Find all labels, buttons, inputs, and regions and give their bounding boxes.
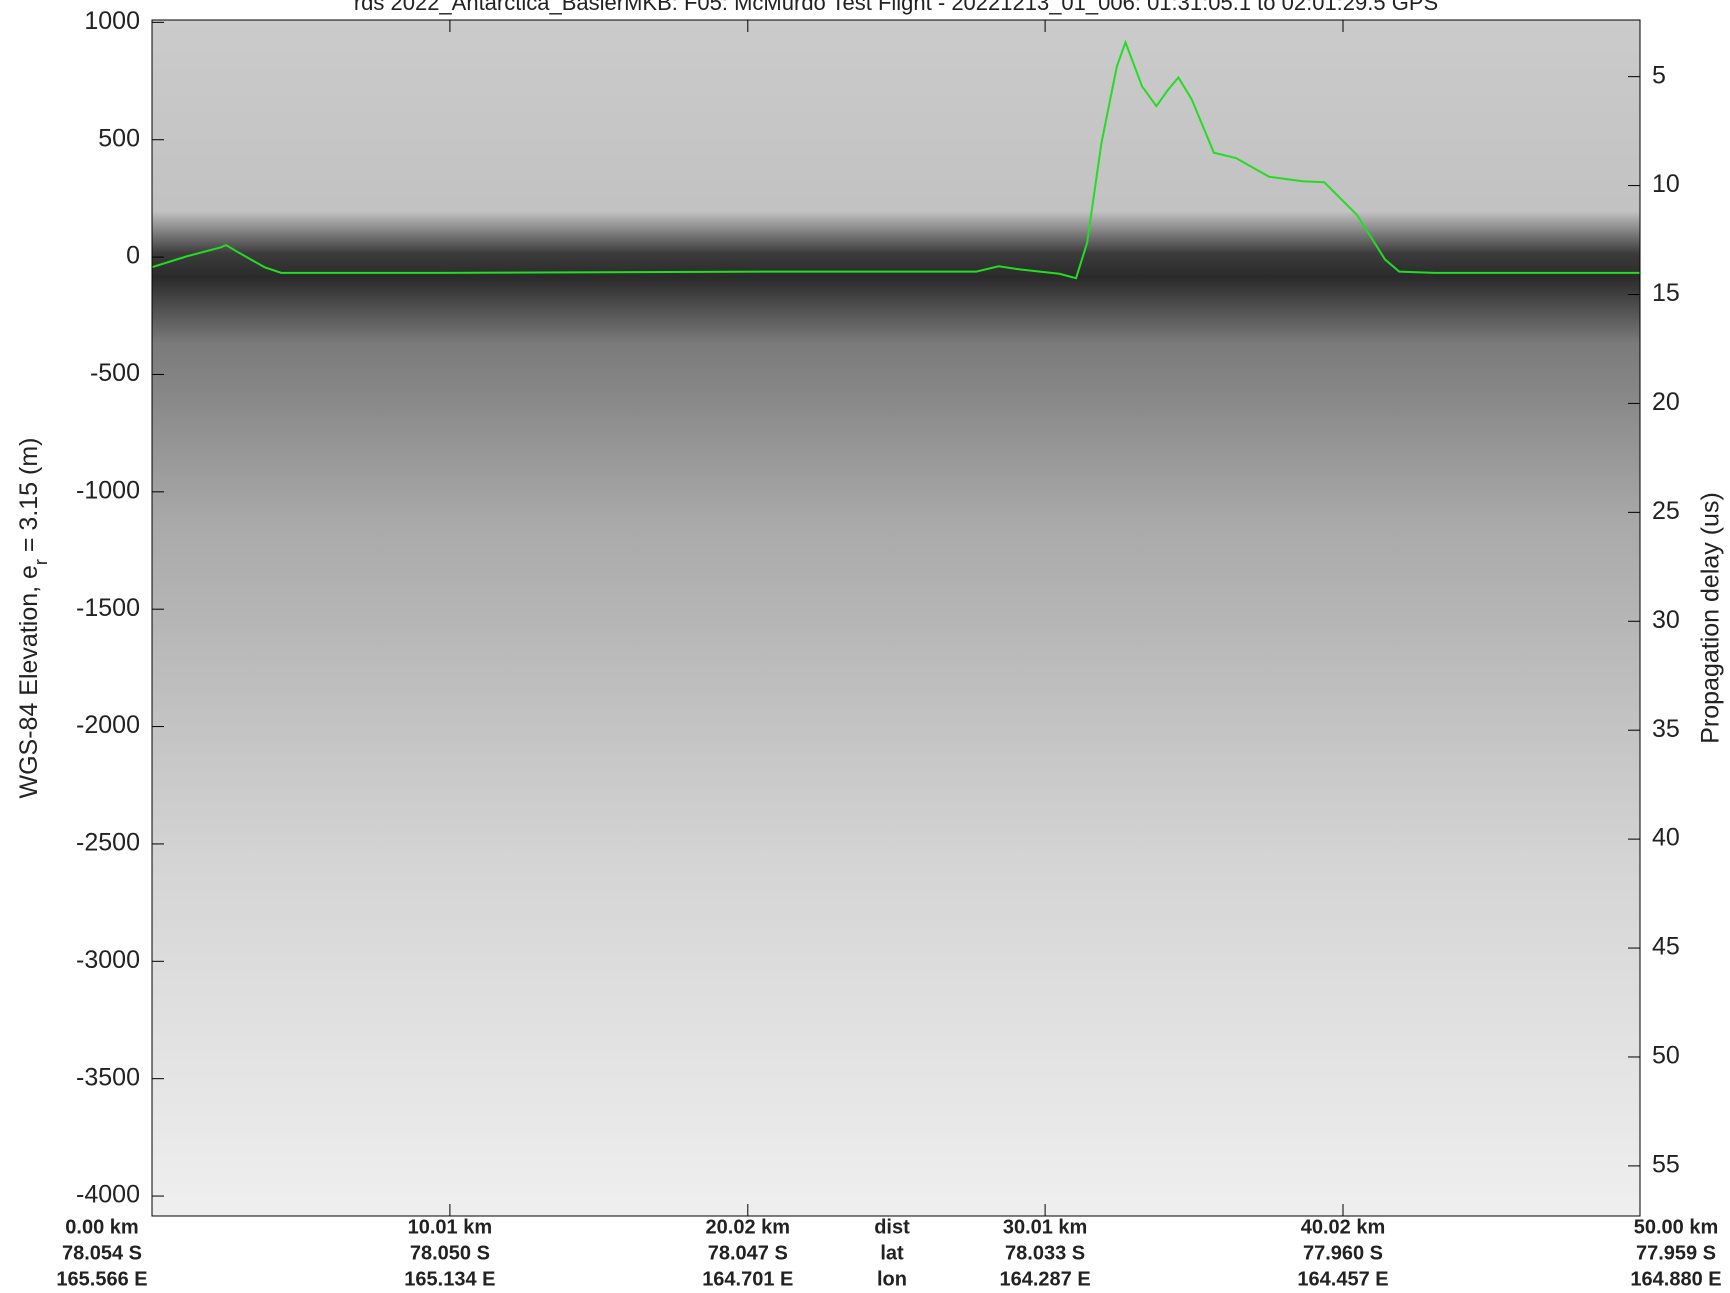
lat-label: 78.047 S (708, 1242, 788, 1264)
row-label: lat (880, 1242, 904, 1264)
y-tick-label: -1500 (76, 594, 140, 622)
y2-tick-label: 15 (1652, 279, 1680, 307)
lat-label: 77.960 S (1303, 1242, 1383, 1264)
y2-tick-label: 35 (1652, 715, 1680, 743)
x-tick-label: 10.01 km (408, 1216, 493, 1238)
y-tick-label: 0 (126, 242, 140, 270)
lon-label: 164.457 E (1297, 1268, 1388, 1290)
y2-tick-label: 30 (1652, 606, 1680, 634)
y2-tick-label: 10 (1652, 170, 1680, 198)
y2-tick-label: 40 (1652, 824, 1680, 852)
x-tick-label: 0.00 km (65, 1216, 138, 1238)
y-tick-label: -2000 (76, 711, 140, 739)
y-tick-label: 1000 (84, 7, 140, 35)
lat-label: 78.050 S (410, 1242, 490, 1264)
lon-label: 164.701 E (702, 1268, 793, 1290)
x-tick-label: 30.01 km (1003, 1216, 1088, 1238)
y2-tick-label: 20 (1652, 388, 1680, 416)
lon-label: 165.134 E (404, 1268, 495, 1290)
lat-label: 77.959 S (1636, 1242, 1716, 1264)
row-label: lon (877, 1268, 907, 1290)
chart-title: rds 2022_Antarctica_BaslerMKB: F05: McMu… (354, 0, 1438, 15)
y-axis-label-main: WGS-84 Elevation, e (15, 565, 43, 798)
x-tick-label: 40.02 km (1301, 1216, 1386, 1238)
y-axis-label: WGS-84 Elevation, er = 3.15 (m) (15, 437, 51, 798)
y-tick-label: -500 (90, 359, 140, 387)
lon-label: 165.566 E (56, 1268, 147, 1290)
y-tick-label: -2500 (76, 829, 140, 857)
lon-label: 164.287 E (999, 1268, 1090, 1290)
y2-tick-label: 50 (1652, 1042, 1680, 1070)
x-tick-label: 20.02 km (706, 1216, 791, 1238)
y2-axis-label: Propagation delay (us) (1697, 492, 1725, 744)
surface-line (151, 39, 1640, 280)
lat-label: 78.054 S (62, 1242, 142, 1264)
y-tick-label: -3500 (76, 1063, 140, 1091)
y-axis-label-suffix: = 3.15 (m) (15, 437, 43, 559)
y-tick-label: -1000 (76, 476, 140, 504)
echogram (152, 20, 1640, 1216)
plot-frame (151, 19, 1641, 1217)
lat-label: 78.033 S (1005, 1242, 1085, 1264)
y2-tick-label: 5 (1652, 61, 1666, 89)
y-tick-label: -4000 (76, 1181, 140, 1209)
y2-tick-label: 25 (1652, 497, 1680, 525)
row-label: dist (874, 1216, 910, 1238)
y-axis-label-sub: r (31, 559, 51, 565)
y-tick-label: -3000 (76, 946, 140, 974)
x-tick-label: 50.00 km (1634, 1216, 1719, 1238)
lon-label: 164.880 E (1630, 1268, 1721, 1290)
y2-tick-label: 45 (1652, 933, 1680, 961)
y-tick-label: 500 (98, 124, 140, 152)
y2-tick-label: 55 (1652, 1151, 1680, 1179)
